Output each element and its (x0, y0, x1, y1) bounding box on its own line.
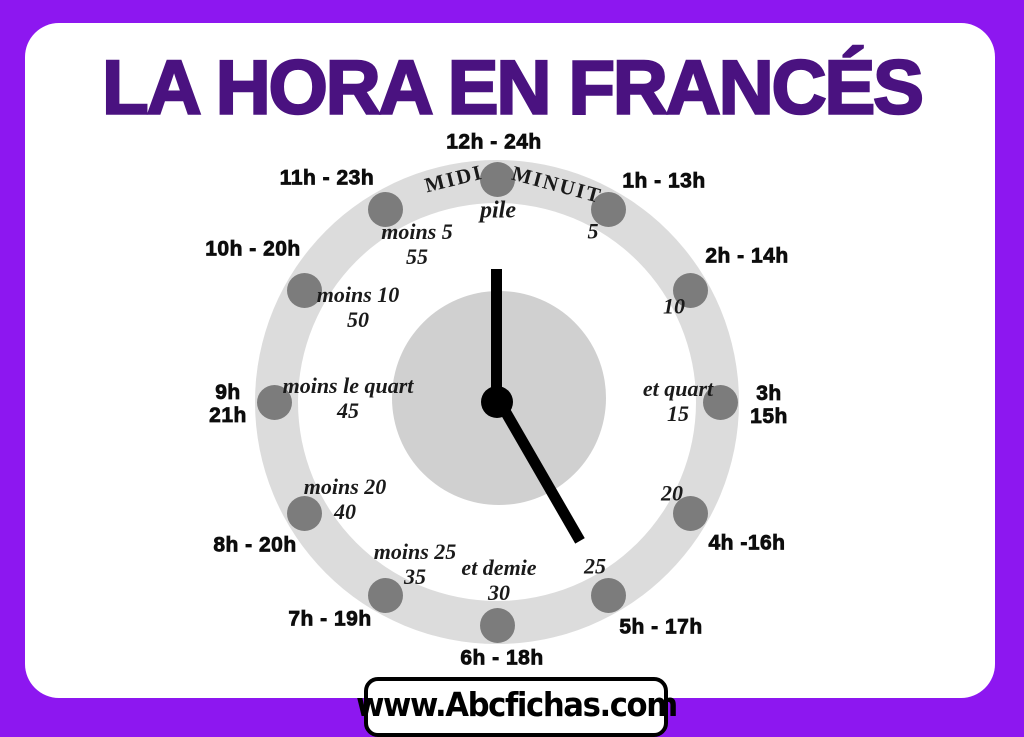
minute-label-15-words: et quart (642, 376, 714, 401)
website-badge: www.Abcfichas.com (356, 677, 678, 737)
minute-label-5: 5 (587, 218, 599, 244)
clock-center-hub (481, 386, 513, 418)
minute-label-40-number: 40 (334, 499, 356, 524)
minute-label-35-words: moins 25 (373, 539, 457, 564)
hour-label-2: 2h - 14h (705, 244, 789, 268)
hour-dot-4 (673, 496, 708, 531)
minute-label-pile: pile (480, 197, 516, 224)
hour-dot-2 (673, 273, 708, 308)
hour-dot-3 (703, 385, 738, 420)
hour-dot-11 (368, 192, 403, 227)
minute-label-45-number: 45 (337, 398, 359, 423)
hour-label-3-line1: 3h (756, 382, 782, 406)
minute-label-55: moins 5 55 (381, 219, 453, 269)
minute-label-25: 25 (584, 553, 606, 579)
hour-dot-7 (368, 578, 403, 613)
minute-label-35: moins 25 35 (374, 539, 457, 589)
hour-hand (491, 269, 502, 407)
hour-dot-6 (480, 608, 515, 643)
minute-label-55-words: moins 5 (381, 219, 453, 244)
minute-label-10: 10 (663, 293, 685, 319)
minute-label-45: moins le quart 45 (283, 373, 414, 423)
hour-label-7: 7h - 19h (288, 607, 372, 631)
minute-label-50: moins 10 50 (317, 282, 400, 332)
page-title: LA HORA EN FRANCÉS (101, 44, 925, 132)
minute-label-40-words: moins 20 (303, 474, 387, 499)
hour-dot-5 (591, 578, 626, 613)
minute-label-30: et demie 30 (461, 555, 536, 605)
hour-label-1: 1h - 13h (622, 169, 706, 193)
hour-label-10: 10h - 20h (205, 237, 301, 261)
hour-label-12: 12h - 24h (446, 130, 542, 154)
hour-label-9-line1: 9h (215, 381, 241, 405)
hour-dot-12 (480, 162, 515, 197)
minute-label-35-number: 35 (404, 564, 426, 589)
hour-label-4: 4h -16h (708, 531, 786, 555)
hour-label-8: 8h - 20h (213, 533, 297, 557)
minute-label-20: 20 (661, 480, 683, 506)
hour-label-3-line2: 15h (750, 405, 788, 429)
hour-label-9-line2: 21h (209, 404, 247, 428)
minute-label-30-words: et demie (461, 555, 537, 580)
minute-label-55-number: 55 (406, 244, 428, 269)
minute-label-15-number: 15 (666, 401, 689, 426)
hour-dot-9 (257, 385, 292, 420)
hour-label-5: 5h - 17h (619, 615, 703, 639)
hour-label-6: 6h - 18h (460, 646, 544, 670)
hour-label-9: 9h 21h (209, 381, 247, 428)
minute-label-30-number: 30 (487, 580, 510, 605)
hour-label-3: 3h 15h (750, 382, 788, 429)
minute-label-15: et quart 15 (643, 376, 713, 426)
hour-dot-10 (287, 273, 322, 308)
website-text: www.Abcfichas.com (355, 685, 678, 724)
minute-label-45-words: moins le quart (282, 373, 414, 398)
minute-label-50-number: 50 (347, 307, 369, 332)
hour-dot-1 (591, 192, 626, 227)
hour-label-11: 11h - 23h (279, 166, 375, 190)
minute-label-40: moins 20 40 (304, 474, 387, 524)
hour-dot-8 (287, 496, 322, 531)
minute-label-50-words: moins 10 (316, 282, 400, 307)
